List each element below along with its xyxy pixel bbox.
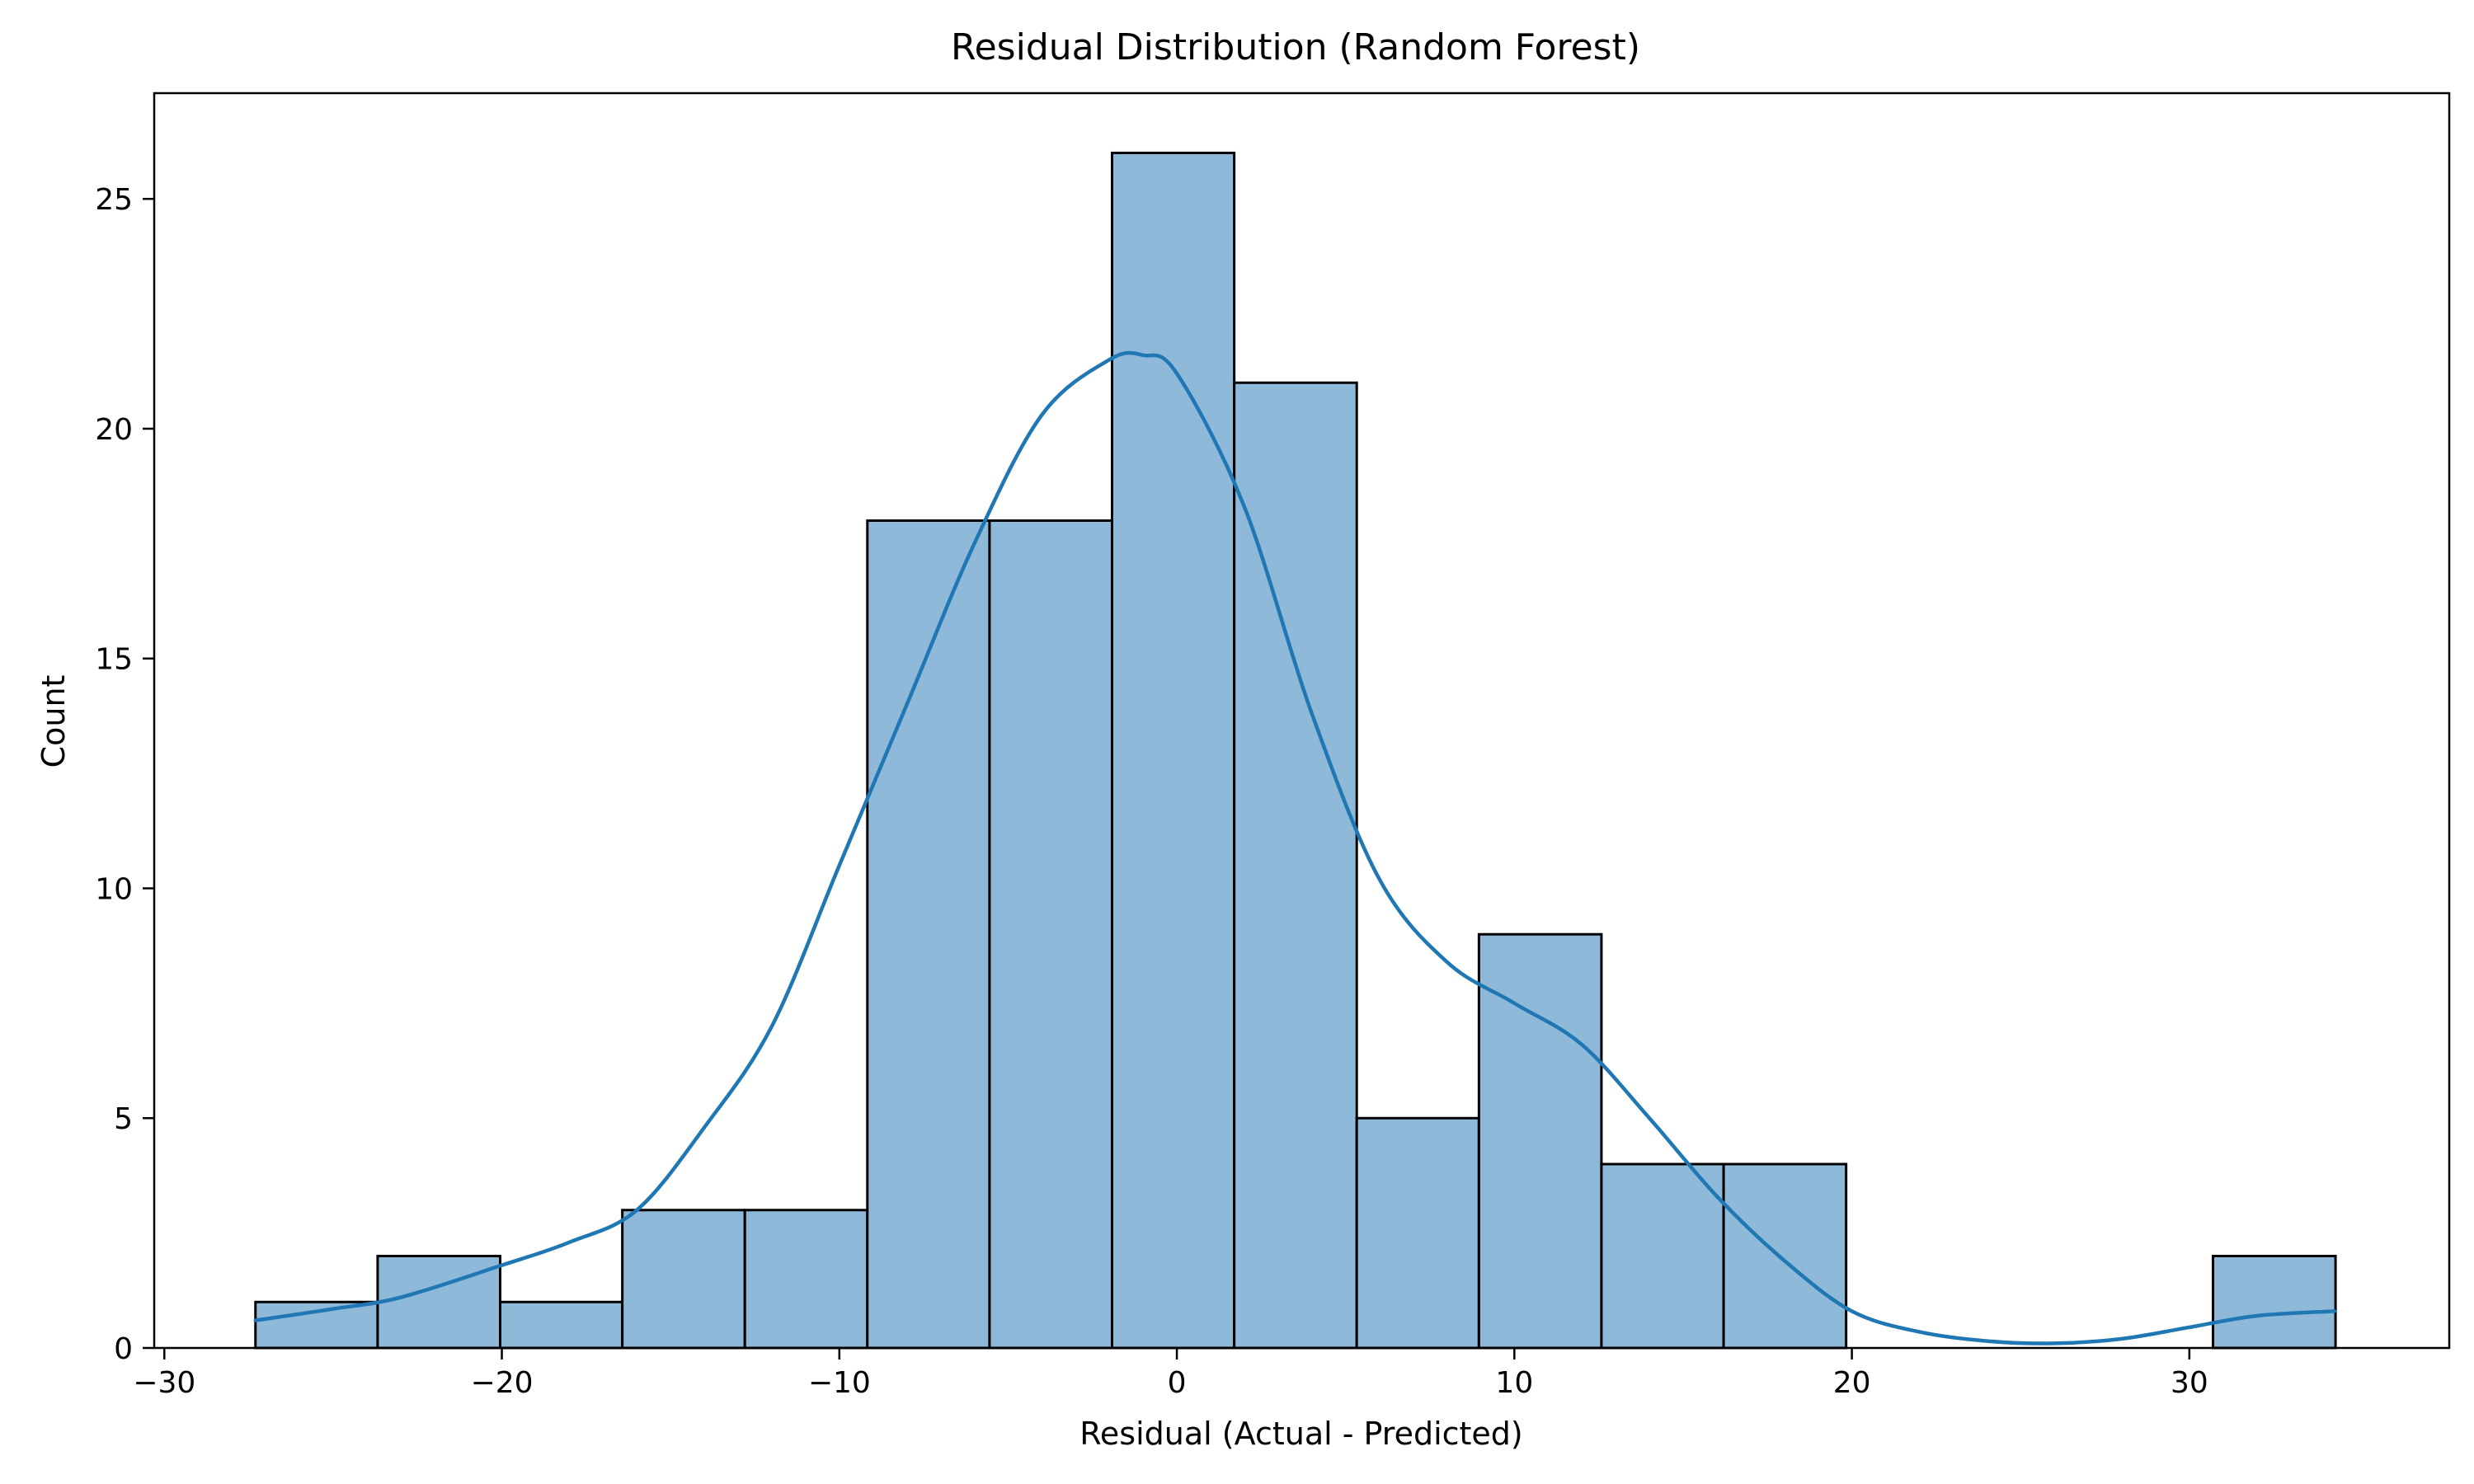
x-tick-label: 20 (1833, 1366, 1871, 1400)
chart-title: Residual Distribution (Random Forest) (951, 26, 1640, 68)
histogram-bar (866, 519, 991, 1350)
y-tick-label: 10 (95, 872, 133, 906)
y-tick-label: 15 (95, 643, 133, 677)
x-tick-label: 0 (1168, 1366, 1187, 1400)
x-axis-ticks: −30 −20 −10 0 10 20 30 (133, 1348, 2208, 1400)
plot-frame (153, 92, 2451, 1350)
histogram-bar (2212, 1254, 2337, 1350)
y-axis-label: Count (35, 675, 72, 768)
y-tick-label: 5 (114, 1102, 133, 1136)
kde-curve-layer (253, 350, 2337, 1345)
y-tick-label: 0 (114, 1332, 133, 1366)
y-axis-ticks: 0 5 10 15 20 25 (95, 183, 154, 1366)
histogram-bar (1233, 381, 1358, 1350)
x-tick-label: 10 (1495, 1366, 1533, 1400)
x-tick-label: 30 (2171, 1366, 2208, 1400)
histogram-bar (988, 519, 1113, 1350)
histogram-bar (1722, 1162, 1848, 1350)
histogram-bar (254, 1300, 379, 1350)
histogram-bar (498, 1300, 624, 1350)
histogram-bar (376, 1254, 501, 1350)
histogram-bar (743, 1209, 869, 1350)
histogram-bar (1355, 1116, 1480, 1350)
x-tick-label: −20 (471, 1366, 534, 1400)
histogram-bar (1600, 1162, 1725, 1350)
histogram-bar (1110, 151, 1236, 1350)
kde-curve (253, 350, 2337, 1345)
histogram-bar (621, 1209, 746, 1350)
x-tick-label: −30 (133, 1366, 195, 1400)
x-tick-label: −10 (808, 1366, 871, 1400)
y-tick-label: 25 (95, 183, 133, 217)
histogram-bar (1477, 932, 1603, 1350)
y-tick-label: 20 (95, 413, 133, 447)
x-axis-label: Residual (Actual - Predicted) (1079, 1416, 1523, 1452)
